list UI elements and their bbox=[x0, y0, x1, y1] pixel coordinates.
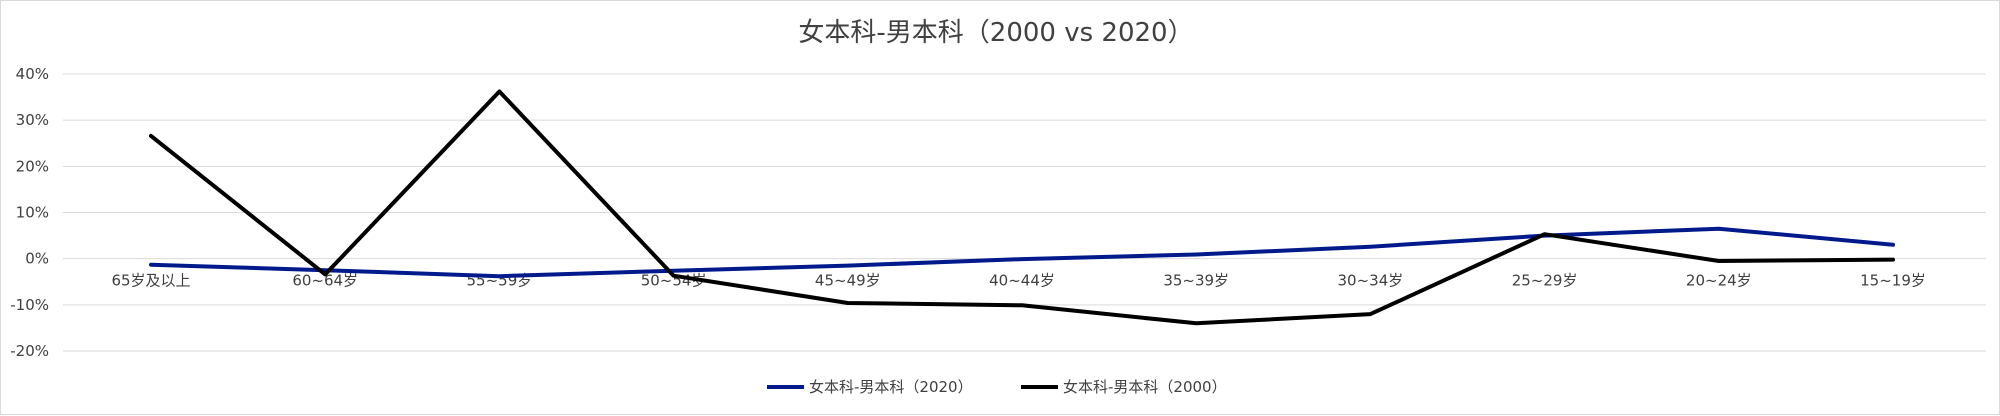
x-tick-label: 60~64岁 bbox=[292, 272, 358, 290]
x-tick-label: 30~34岁 bbox=[1338, 272, 1404, 290]
y-tick-label: -20% bbox=[10, 342, 49, 360]
legend-label: 女本科-男本科（2020） bbox=[809, 378, 973, 396]
y-tick-label: 20% bbox=[16, 157, 49, 175]
x-tick-label: 25~29岁 bbox=[1512, 272, 1578, 290]
x-tick-label: 20~24岁 bbox=[1686, 272, 1752, 290]
grid-lines bbox=[63, 73, 1986, 352]
x-tick-label: 15~19岁 bbox=[1860, 272, 1926, 290]
x-tick-label: 45~49岁 bbox=[815, 272, 881, 290]
x-axis-ticks: 65岁及以上 60~64岁 55~59岁 50~54岁 45~49岁 40~44岁 35~3… bbox=[111, 272, 1925, 290]
series-line-0 bbox=[149, 226, 1895, 279]
y-axis-ticks: -20% -10% 0% 10% 20% 30% 40% bbox=[10, 65, 49, 360]
x-tick-label: 50~54岁 bbox=[641, 272, 707, 290]
y-tick-label: -10% bbox=[10, 296, 49, 314]
legend-label: 女本科-男本科（2000） bbox=[1063, 378, 1227, 396]
y-tick-label: 0% bbox=[25, 250, 49, 268]
x-tick-label: 35~39岁 bbox=[1163, 272, 1229, 290]
y-tick-label: 10% bbox=[16, 204, 49, 222]
y-tick-label: 40% bbox=[16, 65, 49, 83]
legend: 女本科-男本科（2020） 女本科-男本科（2000） bbox=[767, 378, 1227, 396]
series-line-1 bbox=[149, 89, 1895, 326]
series-lines bbox=[149, 89, 1895, 326]
x-tick-label: 65岁及以上 bbox=[111, 272, 190, 290]
x-tick-label: 40~44岁 bbox=[989, 272, 1055, 290]
y-tick-label: 30% bbox=[16, 111, 49, 129]
chart-title: 女本科-男本科（2000 vs 2020） bbox=[798, 18, 1193, 48]
